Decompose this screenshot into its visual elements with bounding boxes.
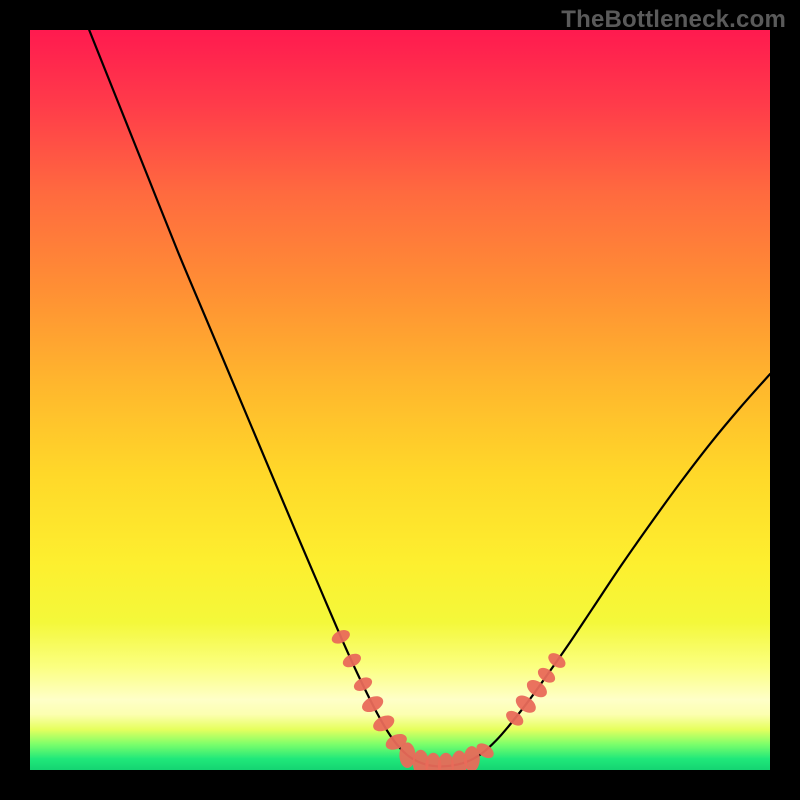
chart-frame: TheBottleneck.com [0, 0, 800, 800]
chart-background [30, 30, 770, 770]
chart-svg [30, 30, 770, 770]
plot-area [30, 30, 770, 770]
